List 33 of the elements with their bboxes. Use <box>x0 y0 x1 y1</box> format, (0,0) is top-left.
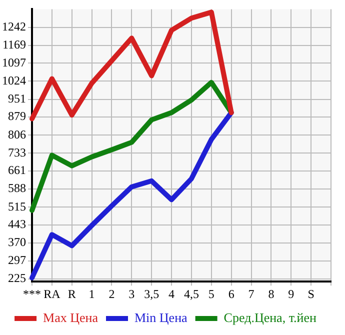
y-tick-label: 1169 <box>2 37 26 52</box>
x-tick-label: 8 <box>268 286 274 301</box>
y-tick-label: 588 <box>8 181 26 196</box>
y-tick-label: 879 <box>8 109 26 124</box>
y-tick-label: 1024 <box>2 73 26 88</box>
x-tick-label: 6 <box>228 286 234 301</box>
legend-label: Сред.Цена, т.йен <box>224 310 317 325</box>
x-tick-label: S <box>308 286 314 301</box>
y-tick-label: 297 <box>8 253 26 268</box>
x-tick-label: 7 <box>248 286 254 301</box>
y-tick-label: 1097 <box>2 55 26 70</box>
y-tick-label: 661 <box>8 163 26 178</box>
x-tick-label: 1 <box>88 286 95 301</box>
x-tick-label: RA <box>44 286 61 301</box>
x-tick-label: 2 <box>108 286 115 301</box>
y-tick-label: 951 <box>8 91 26 106</box>
y-tick-label: 225 <box>8 271 26 286</box>
x-tick-label: 3 <box>128 286 135 301</box>
x-tick-label: 4,5 <box>184 286 199 301</box>
legend-label: Max Цена <box>43 310 98 325</box>
legend-label: Min Цена <box>134 310 188 325</box>
y-tick-label: 515 <box>8 199 26 214</box>
x-tick-label: 4 <box>168 286 175 301</box>
y-tick-label: 1242 <box>2 19 26 34</box>
y-tick-label: 806 <box>8 127 26 142</box>
x-tick-label: R <box>68 286 76 301</box>
x-tick-label: 5 <box>208 286 214 301</box>
x-tick-label: *** <box>23 286 41 301</box>
y-tick-label: 443 <box>8 217 26 232</box>
x-tick-label: 9 <box>288 286 294 301</box>
x-tick-label: 3,5 <box>144 286 160 301</box>
y-tick-label: 370 <box>8 235 26 250</box>
y-tick-label: 733 <box>8 145 26 160</box>
